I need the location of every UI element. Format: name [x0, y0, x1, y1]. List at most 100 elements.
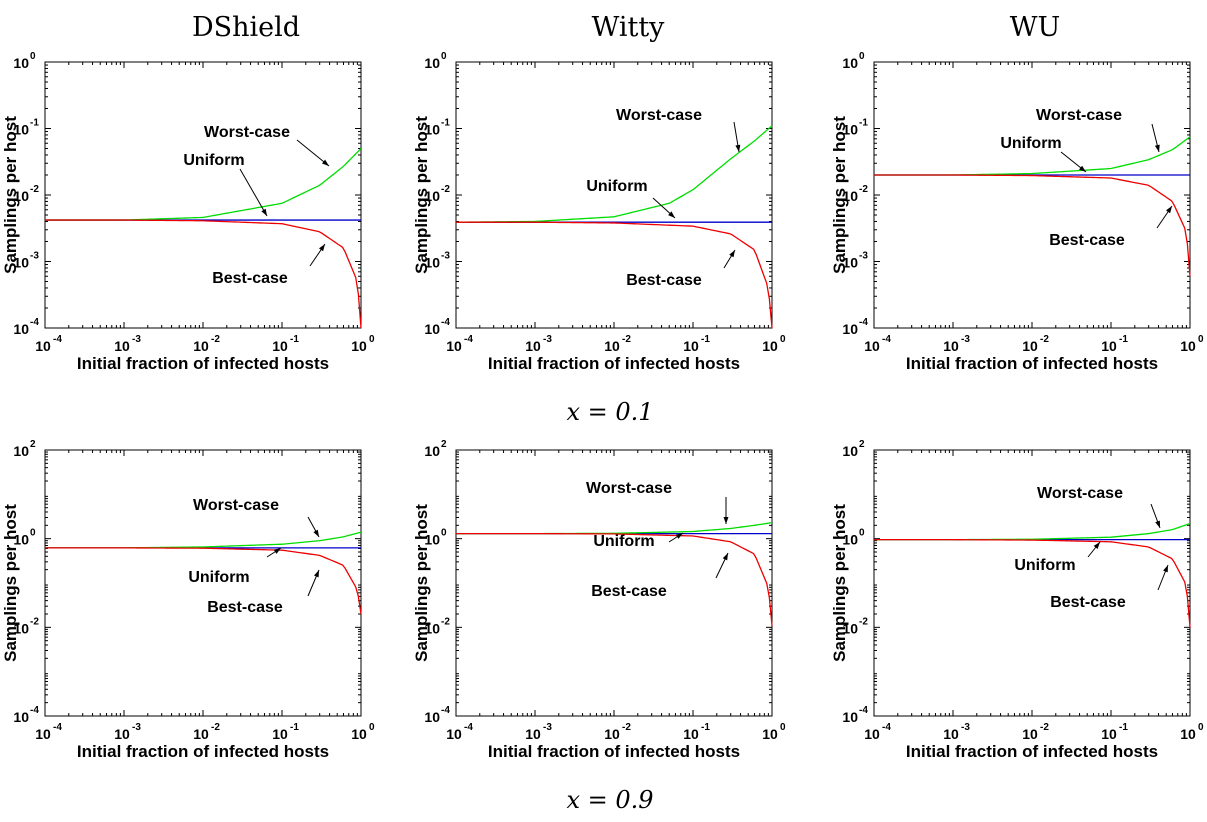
- annotation-arrowhead: [1155, 520, 1160, 528]
- annotation-uniform: Uniform: [586, 178, 647, 195]
- x-tick-exponent: -4: [464, 334, 473, 345]
- series-line-best: [874, 539, 1191, 628]
- x-tick-label: 10: [525, 726, 541, 742]
- series-line-worst: [456, 521, 773, 535]
- y-tick-exponent: -3: [441, 251, 450, 262]
- x-tick-label: 10: [762, 726, 778, 742]
- x-tick-label: 10: [864, 338, 880, 354]
- x-tick-exponent: -1: [701, 722, 710, 733]
- annotation-arrow: [239, 168, 268, 217]
- chart-panel-0: 10 -4 10 -3 10 -2 10 -1 10 010 -410 -310 -210 -110 0In…: [1, 51, 375, 373]
- annotation-worst: Worst-case: [1037, 485, 1123, 502]
- annotation-arrowhead: [273, 548, 281, 554]
- x-tick-exponent: -3: [132, 722, 141, 733]
- annotation-best: Best-case: [1049, 232, 1125, 249]
- annotation-arrowhead: [675, 533, 683, 539]
- x-tick-exponent: -2: [1040, 334, 1049, 345]
- y-tick-label: 10: [13, 709, 29, 725]
- annotation-best: Best-case: [1050, 594, 1126, 611]
- y-tick-exponent: -2: [441, 184, 450, 195]
- y-tick-exponent: -1: [859, 118, 868, 129]
- x-tick-exponent: -4: [882, 722, 891, 733]
- chart-panel-3: 10 -4 10 -3 10 -2 10 -1 10 010 -410 -210 010 2Initial…: [1, 439, 375, 761]
- x-tick-exponent: -4: [53, 334, 62, 345]
- y-tick-label: 10: [842, 188, 858, 204]
- x-tick-label: 10: [193, 338, 209, 354]
- x-tick-label: 10: [1022, 726, 1038, 742]
- y-tick-label: 10: [842, 321, 858, 337]
- annotation-worst: Worst-case: [616, 107, 702, 124]
- x-tick-exponent: -1: [1119, 334, 1128, 345]
- annotation-arrowhead: [668, 211, 675, 218]
- x-tick-exponent: -4: [464, 722, 473, 733]
- annotation-arrowhead: [1166, 206, 1172, 214]
- x-tick-label: 10: [604, 338, 620, 354]
- x-tick-label: 10: [1180, 726, 1196, 742]
- y-tick-label: 10: [13, 188, 29, 204]
- x-tick-exponent: 0: [780, 722, 786, 733]
- x-tick-label: 10: [1180, 338, 1196, 354]
- y-tick-exponent: 0: [859, 528, 865, 539]
- annotation-arrowhead: [314, 570, 319, 578]
- series-line-worst: [455, 125, 773, 223]
- y-axis-label: Samplings per host: [412, 116, 431, 274]
- x-tick-exponent: -4: [882, 334, 891, 345]
- x-axis-label: Initial fraction of infected hosts: [77, 354, 329, 373]
- y-tick-exponent: -2: [441, 616, 450, 627]
- x-tick-label: 10: [446, 338, 462, 354]
- x-axis-label: Initial fraction of infected hosts: [488, 742, 740, 761]
- y-tick-label: 10: [424, 55, 440, 71]
- x-axis-label: Initial fraction of infected hosts: [77, 742, 329, 761]
- x-tick-exponent: -1: [701, 334, 710, 345]
- x-tick-label: 10: [272, 726, 288, 742]
- series-line-best: [874, 174, 1191, 277]
- y-tick-exponent: 2: [441, 439, 447, 450]
- series-line-best: [45, 547, 362, 615]
- row-label-top: x = 0.1: [566, 398, 653, 426]
- annotation-best: Best-case: [626, 272, 702, 289]
- y-tick-exponent: -1: [30, 118, 39, 129]
- y-tick-exponent: -2: [859, 616, 868, 627]
- x-tick-label: 10: [446, 726, 462, 742]
- annotation-arrowhead: [723, 517, 729, 524]
- y-tick-label: 10: [424, 443, 440, 459]
- x-tick-exponent: -3: [543, 334, 552, 345]
- annotation-arrowhead: [1154, 144, 1160, 152]
- x-tick-exponent: -2: [211, 722, 220, 733]
- y-tick-label: 10: [842, 255, 858, 271]
- x-tick-label: 10: [762, 338, 778, 354]
- annotation-arrowhead: [322, 159, 329, 166]
- x-tick-exponent: -3: [132, 334, 141, 345]
- y-tick-exponent: -3: [30, 251, 39, 262]
- y-tick-exponent: 0: [30, 51, 36, 62]
- y-axis-label: Samplings per host: [1, 116, 20, 274]
- annotation-arrowhead: [1163, 565, 1168, 573]
- y-tick-exponent: -4: [30, 317, 39, 328]
- x-tick-exponent: -2: [211, 334, 220, 345]
- x-axis-label: Initial fraction of infected hosts: [906, 742, 1158, 761]
- x-tick-exponent: -1: [1119, 722, 1128, 733]
- series-line-best: [456, 221, 773, 329]
- y-tick-label: 10: [13, 122, 29, 138]
- annotation-uniform: Uniform: [183, 152, 244, 169]
- x-tick-label: 10: [525, 338, 541, 354]
- annotation-best: Best-case: [591, 583, 667, 600]
- annotation-arrowhead: [1093, 542, 1100, 549]
- y-tick-exponent: -4: [859, 317, 868, 328]
- y-tick-label: 10: [424, 709, 440, 725]
- y-tick-label: 10: [13, 321, 29, 337]
- x-tick-label: 10: [272, 338, 288, 354]
- y-tick-label: 10: [842, 122, 858, 138]
- y-axis-label: Samplings per host: [412, 504, 431, 662]
- row-label-bottom: x = 0.9: [566, 786, 653, 814]
- y-tick-label: 10: [13, 620, 29, 636]
- y-tick-exponent: -4: [859, 705, 868, 716]
- column-title-dshield: DShield: [192, 12, 300, 43]
- annotation-arrowhead: [1079, 165, 1086, 172]
- y-tick-exponent: -4: [441, 705, 450, 716]
- x-tick-exponent: 0: [369, 722, 375, 733]
- annotation-arrowhead: [313, 529, 319, 537]
- annotation-best: Best-case: [212, 270, 288, 287]
- annotation-uniform: Uniform: [188, 569, 249, 586]
